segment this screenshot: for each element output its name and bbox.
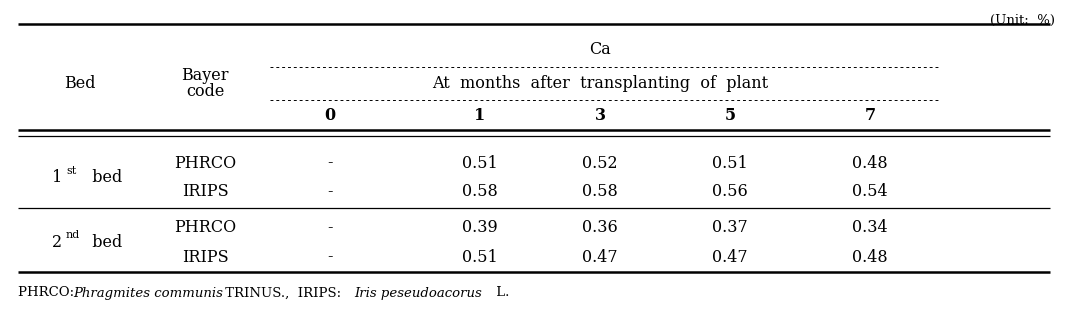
Text: 0.54: 0.54 [853,184,888,201]
Text: 0.48: 0.48 [853,154,888,172]
Text: 0.34: 0.34 [853,219,888,237]
Text: -: - [328,184,333,201]
Text: -: - [328,154,333,172]
Text: Ca: Ca [589,42,611,59]
Text: Bed: Bed [64,74,96,91]
Text: TRINUS.,  IRIPS:: TRINUS., IRIPS: [221,286,346,299]
Text: nd: nd [66,230,80,241]
Text: 0.58: 0.58 [462,184,498,201]
Text: 0.58: 0.58 [583,184,618,201]
Text: bed: bed [82,169,123,186]
Text: bed: bed [82,234,123,251]
Text: PHRCO: PHRCO [174,154,236,172]
Text: 0.47: 0.47 [583,249,618,266]
Text: 0.52: 0.52 [583,154,618,172]
Text: 0.47: 0.47 [712,249,748,266]
Text: st: st [66,165,76,176]
Text: PHRCO:: PHRCO: [18,286,78,299]
Text: 0.56: 0.56 [712,184,748,201]
Text: 0.48: 0.48 [853,249,888,266]
Text: 0.51: 0.51 [462,154,498,172]
Text: 0.36: 0.36 [583,219,618,237]
Text: 5: 5 [724,108,735,125]
Text: -: - [328,249,333,266]
Text: Iris peseudoacorus: Iris peseudoacorus [354,286,481,299]
Text: IRIPS: IRIPS [181,184,228,201]
Text: Bayer: Bayer [181,67,228,83]
Text: Phragmites communis: Phragmites communis [73,286,223,299]
Text: 3: 3 [594,108,605,125]
Text: 0.37: 0.37 [712,219,748,237]
Text: 0: 0 [324,108,335,125]
Text: -: - [328,219,333,237]
Text: PHRCO: PHRCO [174,219,236,237]
Text: code: code [186,82,224,99]
Text: At  months  after  transplanting  of  plant: At months after transplanting of plant [432,75,768,92]
Text: (Unit:  %): (Unit: %) [990,14,1055,27]
Text: 1: 1 [52,169,62,186]
Text: 0.51: 0.51 [712,154,748,172]
Text: 0.39: 0.39 [462,219,498,237]
Text: 2: 2 [52,234,62,251]
Text: IRIPS: IRIPS [181,249,228,266]
Text: 1: 1 [475,108,485,125]
Text: 0.51: 0.51 [462,249,498,266]
Text: 7: 7 [864,108,876,125]
Text: L.: L. [492,286,509,299]
